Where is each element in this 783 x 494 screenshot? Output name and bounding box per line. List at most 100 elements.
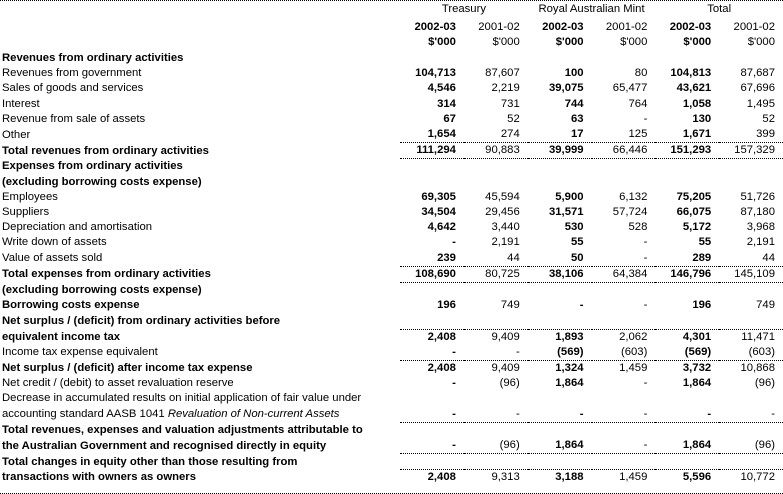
cell-value: (96) [499,377,520,390]
row-label-exp-writedown: Write down of assets [2,236,107,249]
unit-row-spacer [0,33,400,48]
table-row-total: Total expenses from ordinary activities … [0,266,783,284]
cell-value: 63 [570,112,584,125]
cell-value: 4,642 [427,221,456,234]
table-row: Total revenues, expenses and valuation a… [0,422,783,438]
row-label-rev-government: Revenues from government [2,67,142,80]
row-label-total-changes-1: Total changes in equity other than those… [2,455,298,468]
cell-value: 1,893 [527,328,592,345]
cell-value: 108,690 [400,266,464,284]
cell-value: 44 [719,250,783,267]
cell-value: 146,796 [655,266,720,284]
cell-value: 3,732 [682,362,712,375]
row-label-net-after-tax: Net surplus / (deficit) after income tax… [2,362,253,375]
cell-value: 9,313 [463,469,528,486]
cell-value: 104,813 [670,67,712,80]
cell-value: 39,999 [527,142,592,160]
cell-empty [528,422,592,438]
cell-empty [528,391,592,406]
cell-value: 314 [437,97,456,110]
cell-empty [464,313,528,329]
cell-empty [719,454,783,470]
row-label-decrease-1: Decrease in accumulated results on initi… [2,392,362,405]
cell-value: 749 [500,299,520,312]
row-label-borrowing-costs: Borrowing costs expense [2,299,140,312]
cell-value: 528 [628,221,648,234]
cell-value: - [591,406,656,423]
cell-empty [528,159,592,175]
cell-value: 4,546 [427,82,456,95]
row-label-total-expenses: Total expenses from ordinary activities [2,268,211,281]
cell-value: 67,696 [740,82,775,95]
cell-value: 75,205 [676,190,712,203]
cell-empty [592,283,656,299]
table-row: Write down of assets - 2,191 55 - 55 2,1… [0,235,783,250]
cell-value: 1,864 [555,377,584,390]
cell-value: 1,864 [527,438,592,455]
cell-value: 11,471 [719,328,783,345]
cell-value: 1,459 [619,362,648,375]
cell-value: 1,864 [682,377,712,390]
cell-value: 274 [463,127,528,144]
cell-value: - [643,377,648,390]
row-label-net-before-tax-1: Net surplus / (deficit) from ordinary ac… [2,314,281,327]
year-total-prior: 2001-02 [733,21,775,33]
cell-value: 43,621 [676,82,712,95]
table-row: Depreciation and amortisation 4,642 3,44… [0,220,783,235]
table-row: Net credit / (debit) to asset revaluatio… [0,376,783,391]
cell-value: 3,968 [746,221,775,234]
cell-empty [464,422,528,438]
cell-value: 10,868 [740,362,775,375]
cell-empty [719,313,783,329]
cell-value: 17 [527,127,592,144]
cell-value: 87,607 [485,67,520,80]
cell-value: 80 [634,67,648,80]
header-corner [0,1,400,16]
cell-value: 9,409 [463,328,528,345]
row-label-total-changes-2: transactions with owners as owners [2,471,196,484]
cell-value: 744 [564,97,584,110]
cell-value: 1,864 [655,438,720,455]
table-row: Suppliers 34,504 29,456 31,571 57,724 66… [0,205,783,220]
cell-value: 196 [692,299,712,312]
cell-value: 111,294 [400,142,464,160]
cell-value: (603) [719,344,783,362]
cell-value: 1,058 [682,97,712,110]
row-label-exp-suppliers: Suppliers [2,206,50,219]
cell-empty [655,422,719,438]
cell-value: 145,109 [719,266,783,284]
row-label-expenses-heading: Expenses from ordinary activities [2,160,183,173]
cell-empty [528,454,592,470]
header-year-row: 2002-03 2001-02 2002-03 2001-02 2002-03 … [0,18,783,33]
cell-value: 44 [463,250,528,267]
cell-value: 731 [500,97,520,110]
cell-value: 39,075 [548,82,584,95]
cell-empty [400,313,464,329]
accounting-standard-title: Revaluation of Non-current Assets [167,408,340,421]
column-group-treasury: Treasury [441,3,486,15]
cell-value: 749 [756,299,775,312]
row-label-income-tax: Income tax expense equivalent [2,346,158,359]
cell-empty [655,313,719,329]
cell-value: 52 [762,112,775,125]
cell-value: 2,191 [746,236,775,249]
row-label-decrease-2-text: accounting standard AASB 1041 [2,408,168,421]
year-mint-prior: 2001-02 [605,21,648,33]
year-treasury-prior: 2001-02 [478,21,520,33]
cell-value: - [643,299,648,312]
cell-empty [592,159,656,175]
cell-empty [528,51,592,66]
row-label-net-before-tax-2: equivalent income tax [2,330,121,343]
cell-empty [719,159,783,175]
cell-value: - [463,344,528,362]
cell-empty [400,454,464,470]
cell-empty [528,313,592,329]
year-row-spacer [0,18,400,33]
table-row: Sales of goods and services 4,546 2,219 … [0,81,783,96]
year-mint-current: 2002-03 [542,21,584,33]
cell-value: (96) [463,438,528,455]
cell-value: (569) [527,344,592,362]
cell-value: 66,075 [676,206,712,219]
cell-value: - [655,406,720,423]
